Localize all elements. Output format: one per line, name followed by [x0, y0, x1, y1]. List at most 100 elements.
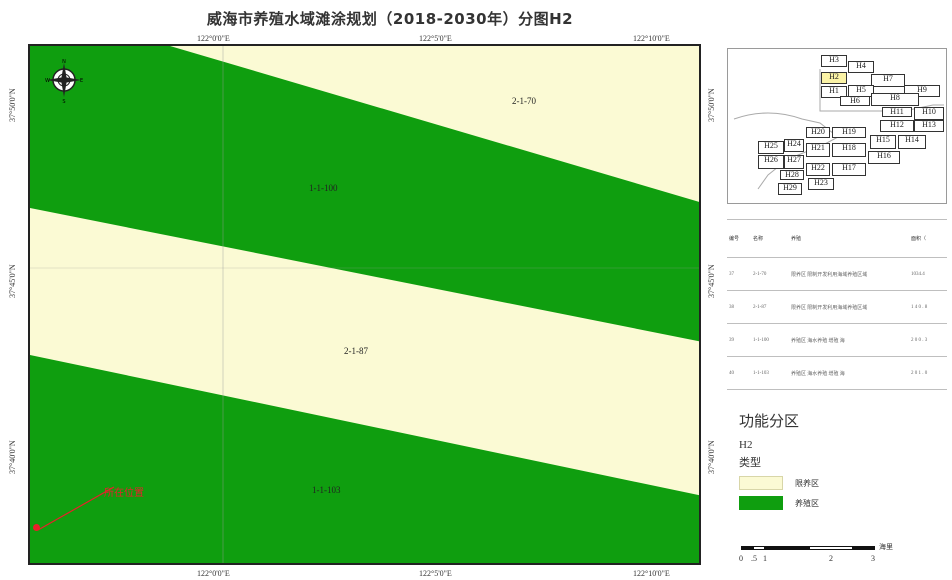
table-cell: 限养区 限制开发利用海域养殖区域 [789, 257, 909, 291]
table-header-cell: 编号 [727, 219, 751, 258]
farming-zone-band-lower [30, 355, 699, 563]
location-pointer-line [37, 486, 115, 531]
index-cell[interactable]: H23 [808, 178, 834, 190]
index-cell[interactable]: H26 [758, 155, 784, 169]
table-header-cell: 养殖 [789, 219, 909, 258]
index-cell[interactable]: H1 [821, 86, 847, 98]
legend-class-label: 类型 [739, 457, 761, 469]
scale-tick: .5 [751, 554, 757, 563]
index-cell[interactable]: H6 [840, 96, 870, 106]
legend-swatch-limited [739, 476, 783, 490]
legend-label: 养殖区 [795, 498, 819, 508]
map-title: 威海市养殖水域滩涂规划（2018-2030年）分图H2 [206, 10, 574, 28]
bottom-coord-2: 122°5'0"E [419, 569, 452, 578]
index-cell[interactable]: H17 [832, 163, 866, 176]
table-header-cell: 名称 [751, 219, 789, 258]
index-cell[interactable]: H22 [806, 163, 830, 176]
zone-label[interactable]: 2-1-70 [512, 96, 536, 106]
scale-tick: 0 [739, 554, 743, 563]
top-coord-1: 122°0'0"E [197, 34, 230, 43]
table-cell: 1-1-100 [751, 323, 789, 357]
left-coord-1: 37°50'0"N [8, 88, 17, 122]
bottom-coord-1: 122°0'0"E [197, 569, 230, 578]
scale-segment [753, 546, 765, 550]
bottom-coord-3: 122°10'0"E [633, 569, 670, 578]
table-row[interactable]: 39 1-1-100 养殖区 海水养殖 增殖 海 2 0 0 . 3 [727, 323, 947, 357]
table-cell: 1-1-103 [751, 356, 789, 390]
scale-tick: 3 [871, 554, 875, 563]
left-coord-3: 37°40'0"N [8, 440, 17, 474]
compass-east-letter: E [80, 78, 83, 84]
index-cell[interactable]: H10 [914, 107, 944, 120]
table-row[interactable]: 38 2-1-87 限养区 限制开发利用海域养殖区域 1 4 0 . 8 [727, 290, 947, 324]
index-cell[interactable]: H24 [784, 139, 804, 152]
left-coord-2: 37°45'0"N [8, 264, 17, 298]
map-frame[interactable] [28, 44, 701, 565]
index-cell[interactable]: H14 [898, 135, 926, 149]
table-cell: 40 [727, 356, 751, 390]
index-cell[interactable]: H19 [832, 127, 866, 138]
location-label: 所在位置 [104, 488, 144, 499]
legend-item-farming[interactable]: 养殖区 [739, 496, 819, 510]
table-cell: 38 [727, 290, 751, 324]
scale-segment [765, 546, 809, 550]
index-map[interactable]: H3 H4 H2 H7 H1 H5 H9 H6 H8 H11 H10 H12 H… [727, 48, 947, 204]
index-cell[interactable]: H21 [806, 143, 830, 157]
table-cell: 养殖区 海水养殖 增殖 海 [789, 356, 909, 390]
index-cell[interactable]: H13 [914, 120, 944, 132]
index-cell[interactable]: H8 [871, 93, 919, 106]
table-header-cell: 面积（ [909, 219, 947, 258]
index-cell-highlighted[interactable]: H2 [821, 72, 847, 84]
legend-label: 限养区 [795, 478, 819, 488]
table-header-row: 编号 名称 养殖 面积（ [727, 219, 947, 258]
top-coord-3: 122°10'0"E [633, 34, 670, 43]
table-cell: 1034.4 [909, 257, 947, 291]
legend-item-limited[interactable]: 限养区 [739, 476, 819, 490]
table-cell: 养殖区 海水养殖 增殖 海 [789, 323, 909, 357]
index-cell[interactable]: H27 [784, 155, 804, 169]
top-coord-2: 122°5'0"E [419, 34, 452, 43]
table-row[interactable]: 37 2-1-70 限养区 限制开发利用海域养殖区域 1034.4 [727, 257, 947, 291]
right-coord-3: 37°40'0"N [707, 440, 716, 474]
compass-rose-icon: N W E S [44, 58, 84, 105]
table-cell: 2 0 1 . 0 [909, 356, 947, 390]
index-cell[interactable]: H12 [880, 120, 914, 132]
scale-unit: 海里 [879, 543, 893, 551]
zone-label[interactable]: 1-1-103 [312, 485, 341, 495]
scale-segment [741, 546, 753, 550]
zone-label[interactable]: 2-1-87 [344, 346, 368, 356]
farming-zone-band-upper [30, 46, 699, 342]
table-cell: 2-1-87 [751, 290, 789, 324]
compass-north-letter: N [62, 59, 66, 65]
index-cell[interactable]: H28 [780, 170, 804, 180]
scale-segment [809, 546, 853, 550]
zone-label[interactable]: 1-1-100 [309, 183, 338, 193]
legend: 功能分区 H2 类型 限养区 养殖区 [739, 410, 819, 510]
zone-map [30, 46, 699, 563]
table-cell: 2 0 0 . 3 [909, 323, 947, 357]
scale-tick: 2 [829, 554, 833, 563]
index-cell[interactable]: H29 [778, 183, 802, 195]
index-cell[interactable]: H25 [758, 141, 784, 154]
legend-subtitle: H2 [739, 439, 753, 451]
compass-west-letter: W [45, 78, 50, 84]
scale-tick: 1 [763, 554, 767, 563]
compass-south-letter: S [62, 99, 65, 104]
location-marker [33, 524, 40, 531]
index-cell[interactable]: H7 [871, 74, 905, 87]
table-row[interactable]: 40 1-1-103 养殖区 海水养殖 增殖 海 2 0 1 . 0 [727, 356, 947, 390]
index-cell[interactable]: H11 [882, 107, 912, 117]
index-cell[interactable]: H16 [868, 151, 900, 164]
table-cell: 1 4 0 . 8 [909, 290, 947, 324]
zone-info-table: 编号 名称 养殖 面积（ 37 2-1-70 限养区 限制开发利用海域养殖区域 … [727, 219, 947, 390]
legend-title: 功能分区 [739, 412, 800, 430]
right-coord-1: 37°50'0"N [707, 88, 716, 122]
index-cell[interactable]: H4 [848, 61, 874, 73]
index-cell[interactable]: H3 [821, 55, 847, 67]
index-cell[interactable]: H20 [806, 127, 830, 138]
table-cell: 2-1-70 [751, 257, 789, 291]
index-cell[interactable]: H15 [870, 135, 896, 149]
index-cell[interactable]: H18 [832, 143, 866, 157]
table-cell: 限养区 限制开发利用海域养殖区域 [789, 290, 909, 324]
right-coord-2: 37°45'0"N [707, 264, 716, 298]
